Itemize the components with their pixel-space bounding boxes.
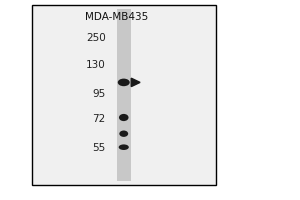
- Bar: [117, 9, 131, 181]
- Ellipse shape: [119, 130, 128, 137]
- Text: 250: 250: [86, 33, 106, 43]
- Text: 95: 95: [92, 89, 106, 99]
- Ellipse shape: [119, 144, 129, 150]
- Bar: [32, 5, 216, 185]
- Ellipse shape: [119, 114, 128, 121]
- Text: 55: 55: [92, 143, 106, 153]
- Text: MDA-MB435: MDA-MB435: [85, 12, 148, 22]
- Ellipse shape: [118, 79, 130, 86]
- Polygon shape: [131, 78, 140, 87]
- Text: 72: 72: [92, 114, 106, 124]
- Text: 130: 130: [86, 60, 106, 70]
